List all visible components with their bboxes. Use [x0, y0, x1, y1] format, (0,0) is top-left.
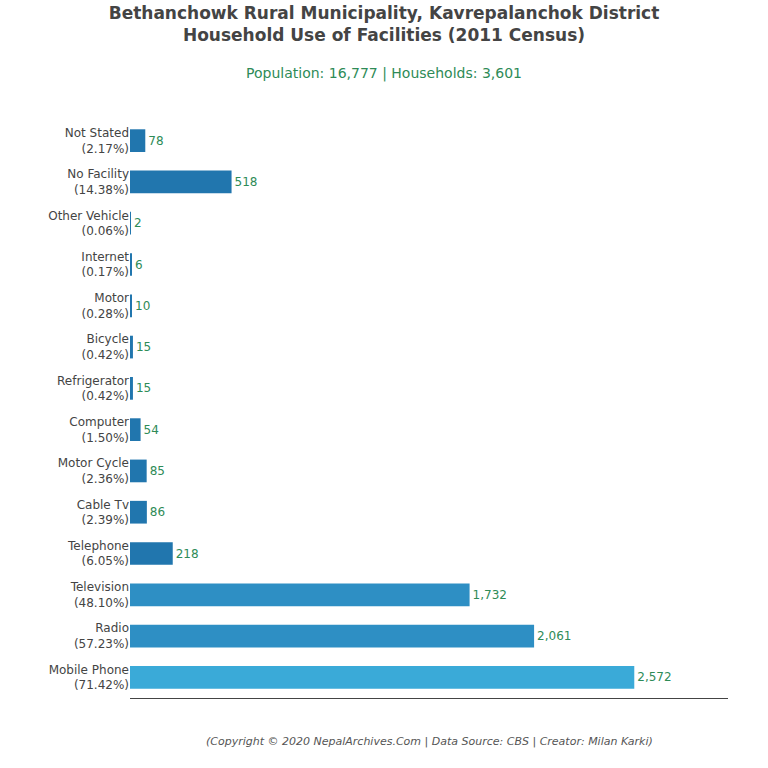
svg-text:Other Vehicle(0.06%): Other Vehicle(0.06%) [48, 209, 129, 239]
svg-text:Bicycle(0.42%): Bicycle(0.42%) [82, 332, 129, 362]
svg-text:Internet(0.17%): Internet(0.17%) [81, 250, 129, 280]
svg-text:Mobile Phone(71.42%): Mobile Phone(71.42%) [49, 663, 129, 693]
svg-text:Motor Cycle(2.36%): Motor Cycle(2.36%) [58, 456, 129, 486]
svg-text:10: 10 [135, 299, 150, 313]
svg-text:No Facility(14.38%): No Facility(14.38%) [67, 167, 129, 197]
svg-text:2: 2 [134, 216, 142, 230]
svg-text:86: 86 [150, 505, 165, 519]
svg-text:Cable Tv(2.39%): Cable Tv(2.39%) [77, 498, 129, 528]
svg-text:218: 218 [176, 547, 199, 561]
svg-text:54: 54 [144, 423, 159, 437]
svg-text:Population: 16,777 | Household: Population: 16,777 | Households: 3,601 [246, 65, 522, 82]
svg-text:85: 85 [150, 464, 165, 478]
svg-text:Radio(57.23%): Radio(57.23%) [74, 621, 129, 651]
svg-text:Computer(1.50%): Computer(1.50%) [69, 415, 129, 445]
svg-text:(Copyright © 2020 NepalArchive: (Copyright © 2020 NepalArchives.Com | Da… [206, 735, 653, 748]
svg-text:6: 6 [135, 258, 143, 272]
svg-text:15: 15 [136, 340, 151, 354]
svg-text:Bethanchowk Rural Municipality: Bethanchowk Rural Municipality, Kavrepal… [109, 3, 660, 45]
svg-text:Television(48.10%): Television(48.10%) [70, 580, 129, 610]
svg-text:Refrigerator(0.42%): Refrigerator(0.42%) [57, 374, 129, 404]
svg-text:1,732: 1,732 [473, 588, 507, 602]
svg-text:Not Stated(2.17%): Not Stated(2.17%) [65, 126, 129, 156]
svg-text:78: 78 [148, 134, 163, 148]
svg-text:518: 518 [235, 175, 258, 189]
svg-text:Telephone(6.05%): Telephone(6.05%) [67, 539, 129, 569]
svg-text:2,572: 2,572 [637, 670, 671, 684]
svg-text:2,061: 2,061 [537, 629, 571, 643]
svg-text:Motor(0.28%): Motor(0.28%) [82, 291, 130, 321]
svg-text:15: 15 [136, 381, 151, 395]
